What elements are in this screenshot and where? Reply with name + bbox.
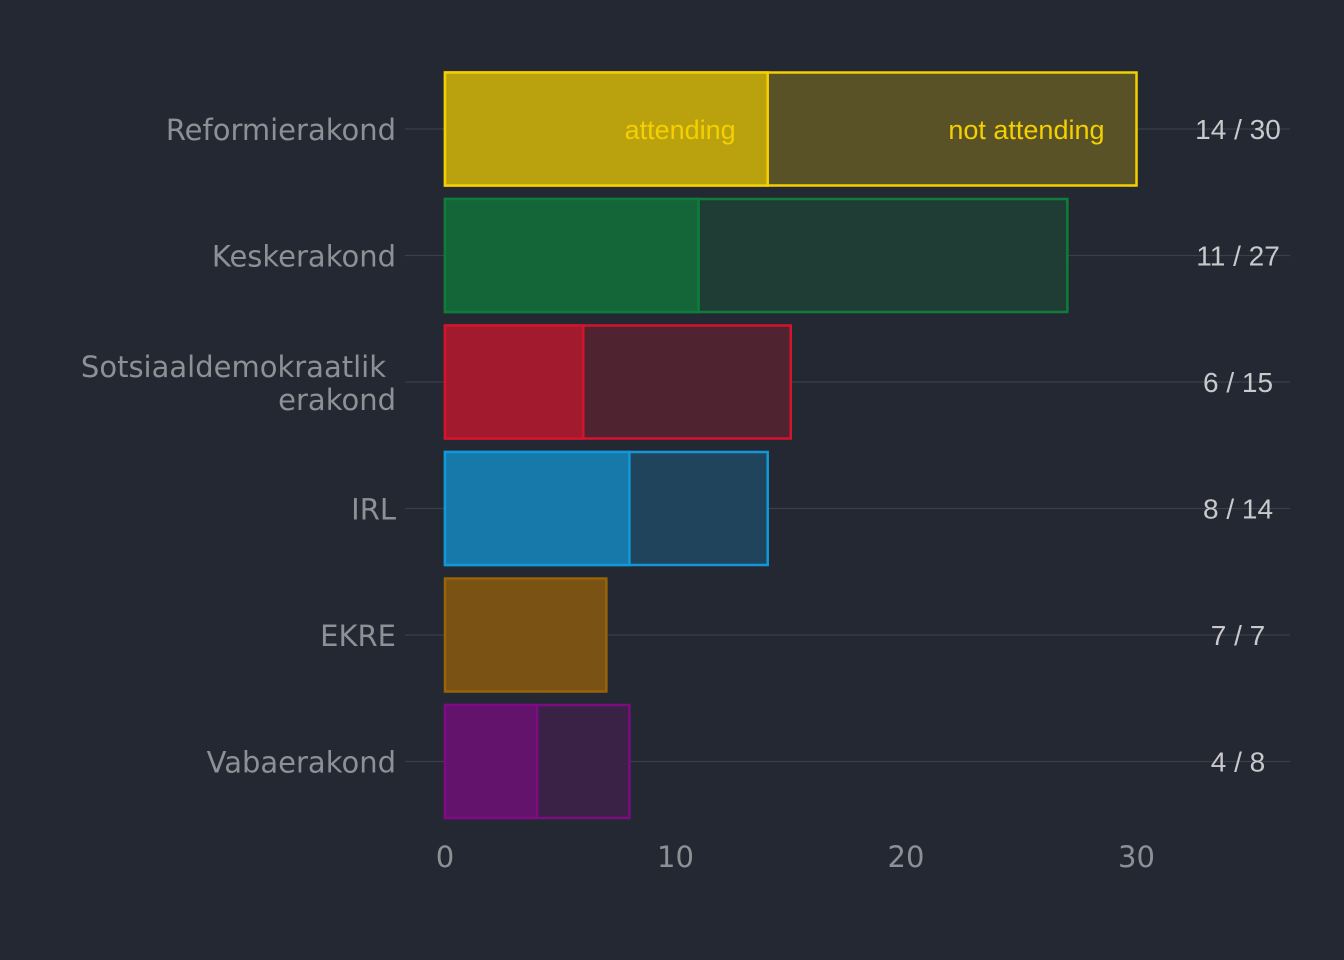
category-label-sotsiaaldemokraatlik-erakond: Sotsiaaldemokraatlik erakond	[81, 350, 396, 417]
legend-label-not-attending: not attending	[948, 115, 1104, 145]
labels-layer: Reformierakond 14 / 30 attending not attend…	[81, 113, 1281, 874]
bar-attending-vabaerakond	[443, 703, 539, 820]
bar-attending-ekre	[443, 577, 608, 693]
category-label-vabaerakond: Vabaerakond	[207, 746, 396, 780]
legend-label-attending: attending	[625, 115, 736, 145]
x-tick-label-10: 10	[657, 840, 694, 874]
count-label-sotsiaaldemokraatlik-erakond: 6 / 15	[1203, 367, 1273, 398]
x-tick-label-30: 30	[1118, 840, 1155, 874]
count-label-ekre: 7 / 7	[1211, 620, 1265, 651]
category-label-ekre: EKRE	[320, 619, 396, 653]
count-label-irl: 8 / 14	[1203, 494, 1273, 525]
bar-attending-irl	[443, 450, 631, 567]
category-label-irl: IRL	[351, 493, 396, 527]
category-label-reformierakond: Reformierakond	[166, 113, 396, 147]
category-label-keskerakond: Keskerakond	[212, 240, 396, 274]
count-label-reformierakond: 14 / 30	[1195, 114, 1281, 145]
count-label-keskerakond: 11 / 27	[1196, 241, 1280, 272]
bars-layer	[443, 71, 1138, 820]
bar-attending-sotsiaaldemokraatlik-erakond	[443, 324, 585, 440]
x-tick-label-20: 20	[888, 840, 925, 874]
bar-attending-reformierakond	[443, 71, 769, 187]
bar-attending-keskerakond	[443, 197, 700, 314]
x-tick-label-0: 0	[436, 840, 454, 874]
count-label-vabaerakond: 4 / 8	[1211, 747, 1265, 778]
